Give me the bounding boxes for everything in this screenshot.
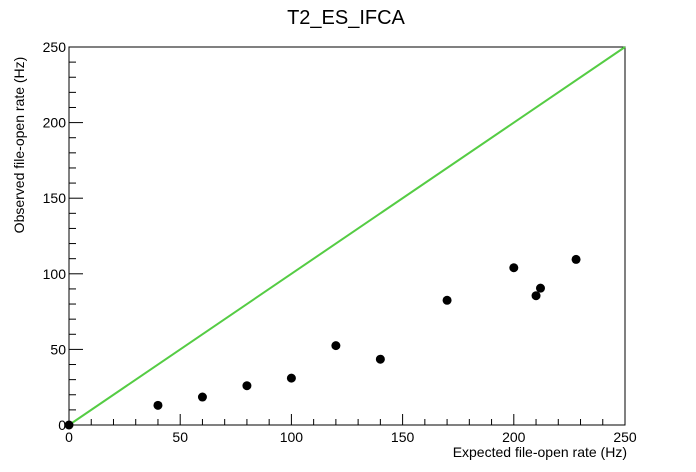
x-tick-label: 200: [502, 429, 526, 445]
y-axis-label: Observed file-open rate (Hz): [11, 57, 27, 234]
data-point: [509, 263, 519, 273]
data-point: [442, 295, 452, 305]
data-point: [331, 341, 341, 351]
data-point: [375, 354, 385, 364]
x-tick-label: 150: [391, 429, 415, 445]
chart-title: T2_ES_IFCA: [287, 7, 405, 29]
x-tick-label: 0: [65, 429, 73, 445]
y-tick-label: 150: [43, 190, 67, 206]
data-point: [242, 381, 252, 391]
data-point: [531, 291, 541, 301]
reference-line: [68, 46, 626, 426]
y-tick-label: 200: [43, 115, 67, 131]
y-tick-label: 100: [43, 266, 67, 282]
data-point: [286, 373, 296, 383]
data-point: [535, 283, 545, 293]
x-tick-label: 100: [280, 429, 304, 445]
y-tick-label: 0: [58, 417, 66, 433]
plot-area: 0 50 100 150 200 250 0 50 100 150 200 250: [43, 39, 637, 445]
x-tick-label: 250: [613, 429, 637, 445]
y-tick-label: 50: [50, 341, 66, 357]
data-point: [153, 400, 163, 410]
y-tick-label: 250: [43, 39, 67, 55]
data-point: [64, 420, 74, 430]
x-axis-label: Expected file-open rate (Hz): [453, 444, 627, 460]
x-tick-label: 50: [172, 429, 188, 445]
plot-frame: [68, 46, 626, 426]
data-point: [197, 392, 207, 402]
data-point: [571, 254, 581, 264]
